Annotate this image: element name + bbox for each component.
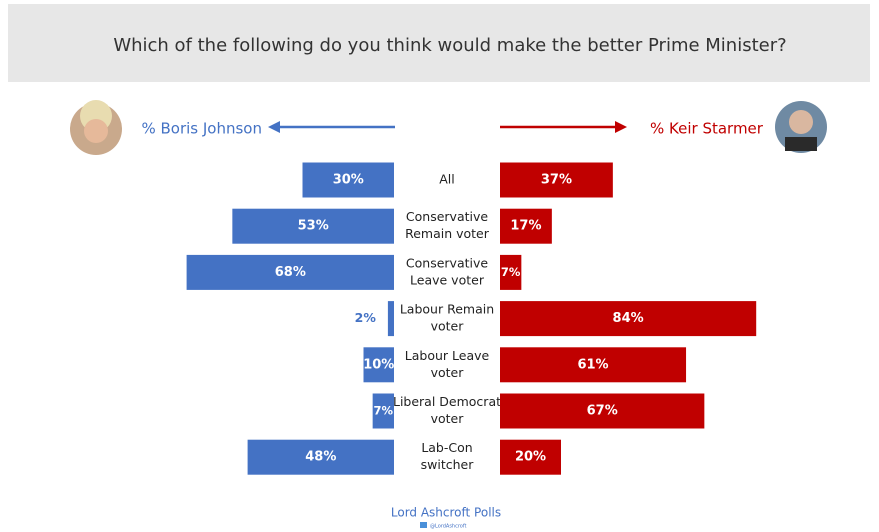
category-label: Lab-Con bbox=[421, 440, 472, 455]
value-label: 48% bbox=[305, 450, 336, 465]
handle: @LordAshcroft bbox=[430, 524, 467, 530]
value-label: 37% bbox=[541, 173, 572, 188]
value-label: 30% bbox=[333, 173, 364, 188]
category-label: switcher bbox=[421, 457, 475, 472]
bar bbox=[500, 393, 705, 429]
category-label: Leave voter bbox=[410, 272, 485, 287]
value-label: 2% bbox=[355, 310, 377, 325]
value-label: 61% bbox=[577, 357, 608, 372]
category-label: Liberal Democrat bbox=[393, 394, 501, 409]
legend-left: % Boris Johnson bbox=[141, 120, 262, 138]
bar bbox=[500, 254, 522, 290]
category-label: Conservative bbox=[406, 255, 488, 270]
category-label: voter bbox=[431, 411, 465, 426]
source: Lord Ashcroft Polls bbox=[391, 506, 501, 520]
category-label: Labour Remain bbox=[400, 302, 494, 317]
category-label: Labour Leave bbox=[405, 348, 490, 363]
value-label: 67% bbox=[587, 404, 618, 419]
bar bbox=[500, 162, 613, 198]
bar bbox=[247, 439, 394, 475]
photo-johnson bbox=[70, 100, 122, 155]
value-label: 20% bbox=[515, 450, 546, 465]
value-label: 84% bbox=[613, 311, 644, 326]
bar bbox=[372, 393, 394, 429]
bar bbox=[302, 162, 394, 198]
header-band bbox=[8, 4, 870, 82]
arrow-right bbox=[500, 121, 627, 133]
category-label: voter bbox=[431, 365, 465, 380]
value-label: 68% bbox=[275, 265, 306, 280]
value-label: 7% bbox=[501, 265, 521, 279]
bar bbox=[232, 208, 394, 244]
category-label: Remain voter bbox=[405, 226, 490, 241]
category-label: voter bbox=[431, 319, 465, 334]
category-label: All bbox=[439, 172, 455, 187]
bar bbox=[500, 439, 561, 475]
photo-starmer bbox=[775, 101, 827, 153]
bar bbox=[387, 301, 394, 337]
category-label: Conservative bbox=[406, 209, 488, 224]
value-label: 10% bbox=[363, 357, 394, 372]
twitter-icon bbox=[420, 522, 427, 528]
bar bbox=[500, 347, 687, 383]
value-label: 7% bbox=[374, 404, 394, 418]
bar bbox=[363, 347, 394, 383]
bar bbox=[186, 254, 394, 290]
legend-right: % Keir Starmer bbox=[650, 120, 764, 138]
chart-title: Which of the following do you think woul… bbox=[113, 35, 786, 56]
arrow-left bbox=[268, 121, 395, 133]
value-label: 17% bbox=[510, 219, 541, 234]
value-label: 53% bbox=[298, 219, 329, 234]
bar bbox=[500, 301, 757, 337]
bar bbox=[500, 208, 552, 244]
